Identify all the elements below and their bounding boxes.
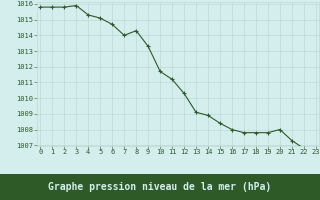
Text: Graphe pression niveau de la mer (hPa): Graphe pression niveau de la mer (hPa) [48, 182, 272, 192]
